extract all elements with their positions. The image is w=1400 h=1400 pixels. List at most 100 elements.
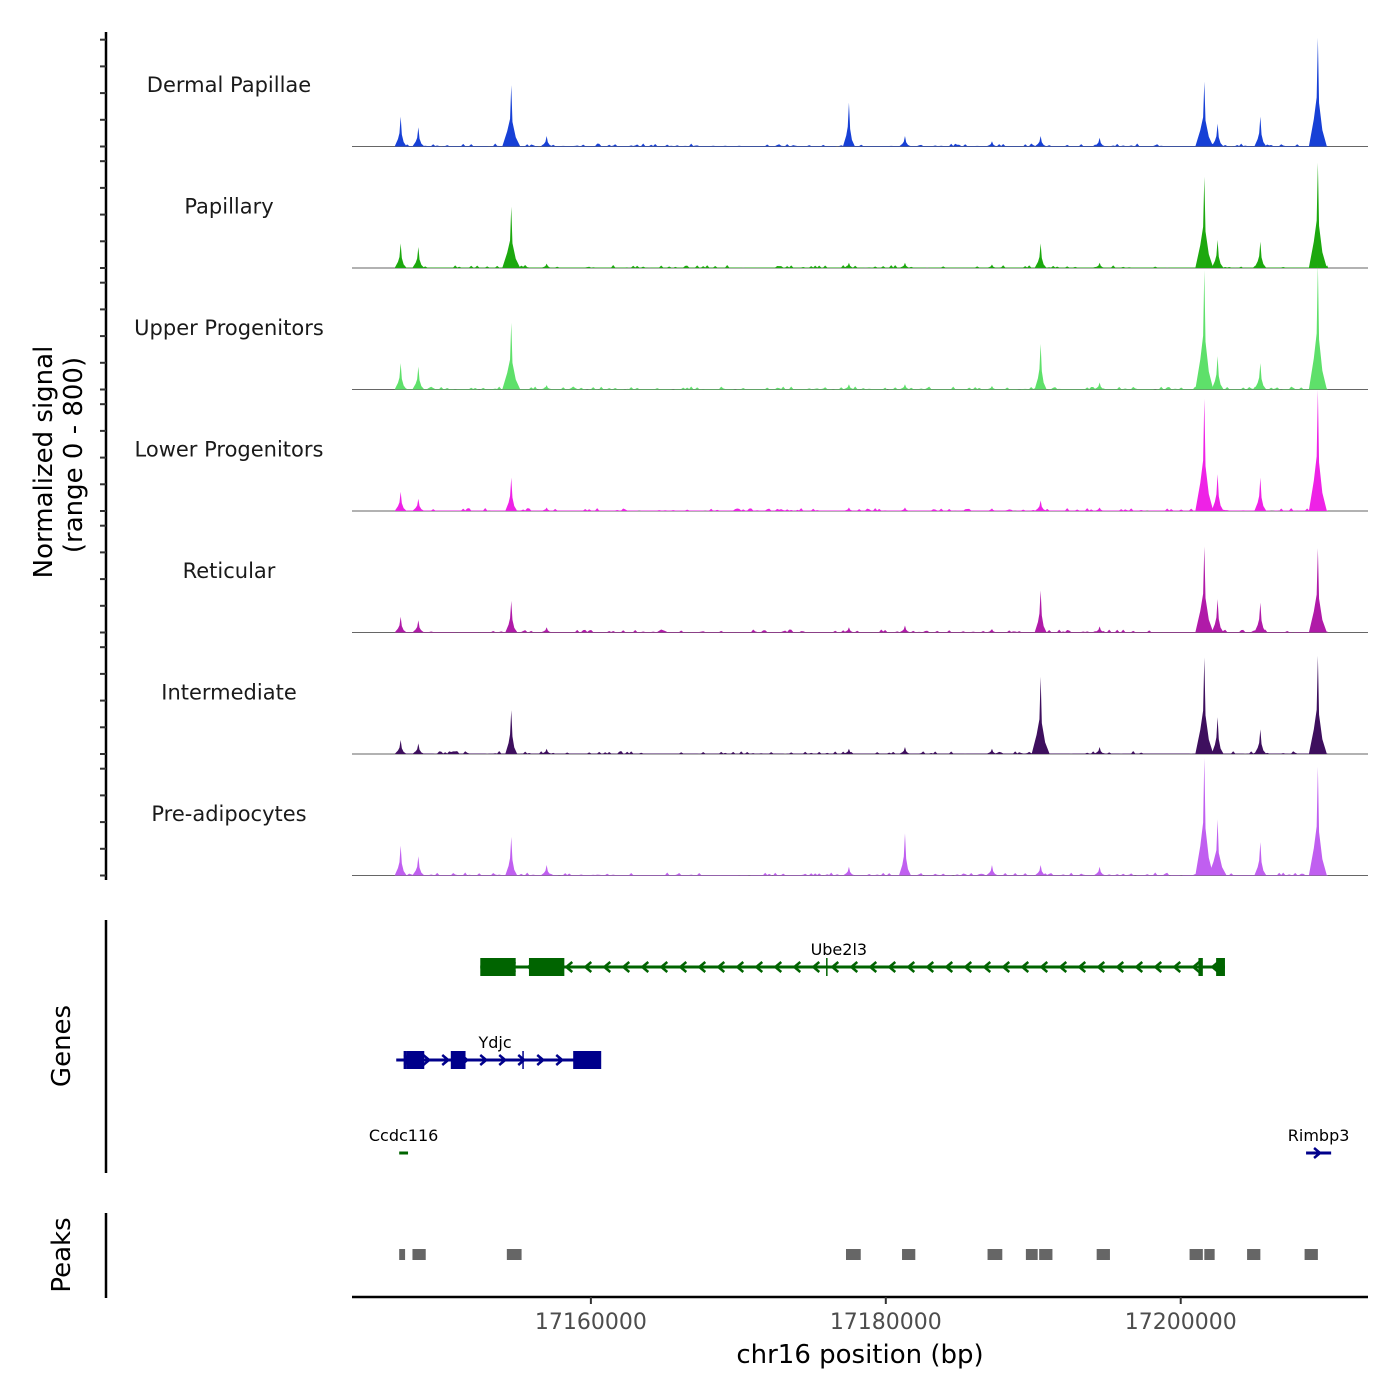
signal-peak: [1254, 363, 1267, 390]
signal-peak: [985, 264, 998, 268]
signal-noise-area: [399, 872, 1329, 876]
signal-peak: [842, 866, 855, 876]
strand-arrow-icon: [792, 961, 802, 973]
signal-axis-subtitle: (range 0 - 800): [59, 357, 89, 553]
gene-exon: [406, 1051, 425, 1069]
strand-arrow-icon: [498, 1054, 508, 1066]
signal-noise-area: [399, 629, 1329, 633]
signal-peak: [505, 836, 518, 876]
strand-arrow-icon: [621, 961, 631, 973]
track-papillary: Papillary: [184, 162, 1368, 269]
signal-peak: [1093, 746, 1106, 754]
strand-arrow-icon: [754, 961, 764, 973]
signal-peak: [1093, 866, 1106, 876]
strand-arrow-icon: [564, 961, 574, 973]
strand-arrow-icon: [1058, 961, 1068, 973]
strand-arrow-icon: [583, 961, 593, 973]
signal-peak: [1034, 500, 1047, 511]
signal-peak: [1034, 343, 1047, 390]
peak-region: [412, 1249, 426, 1260]
signal-peak: [898, 135, 911, 147]
strand-arrow-icon: [479, 1054, 489, 1066]
gene-rimbp3: Rimbp3: [1288, 1126, 1350, 1159]
strand-arrow-icon: [1153, 961, 1163, 973]
signal-peak: [1308, 548, 1327, 633]
gene-exon: [528, 958, 565, 976]
strand-arrow-icon: [1134, 961, 1144, 973]
signal-peak: [1093, 137, 1106, 147]
signal-peak: [1308, 264, 1327, 390]
signal-peak: [1308, 162, 1327, 268]
strand-arrow-icon: [536, 1054, 546, 1066]
signal-peak: [898, 746, 911, 754]
strand-arrow-icon: [441, 1054, 451, 1066]
gene-label: Ube2l3: [811, 940, 868, 959]
strand-arrow-icon: [1077, 961, 1087, 973]
gene-exon: [480, 958, 516, 976]
signal-peak: [985, 385, 998, 390]
signal-peak: [1195, 757, 1214, 876]
signal-peak: [505, 477, 518, 511]
gene-label: Ydjc: [477, 1033, 511, 1052]
x-axis-ticks: 17160000 17180000 17200000: [535, 1297, 1237, 1335]
signal-peak: [1093, 382, 1106, 390]
signal-peak: [842, 262, 855, 268]
strand-arrow-icon: [868, 961, 878, 973]
track-upper-progenitors: Upper Progenitors: [134, 264, 1368, 390]
peak-region: [1204, 1249, 1215, 1260]
gene-exon: [573, 1051, 602, 1069]
signal-peak: [842, 102, 855, 147]
signal-peak: [394, 243, 407, 268]
peaks-axis-title: Peaks: [47, 1217, 77, 1292]
signal-peak: [1034, 590, 1047, 633]
signal-peak: [898, 262, 911, 268]
signal-peak: [540, 748, 553, 754]
track-label: Dermal Papillae: [147, 73, 311, 97]
signal-peak: [412, 620, 425, 633]
track-label: Papillary: [184, 195, 273, 219]
strand-arrow-icon: [963, 961, 973, 973]
strand-arrow-icon: [887, 961, 897, 973]
signal-peak: [1195, 398, 1214, 511]
signal-peak: [1208, 819, 1227, 876]
signal-peak: [1093, 507, 1106, 511]
signal-peak: [1308, 655, 1327, 754]
signal-peak: [1254, 842, 1267, 876]
signal-peak: [1093, 262, 1106, 268]
signal-peak: [1034, 243, 1047, 268]
strand-arrow-icon: [735, 961, 745, 973]
signal-peak: [1031, 676, 1050, 754]
strand-arrow-icon: [659, 961, 669, 973]
track-pre-adipocytes: Pre-adipocytes: [151, 757, 1368, 876]
signal-tracks: Dermal Papillae Papillary Upper Progenitor…: [134, 37, 1368, 876]
peak-track: [399, 1249, 1318, 1260]
track-label: Reticular: [183, 559, 276, 583]
signal-peak: [394, 845, 407, 876]
signal-peak: [1093, 626, 1106, 633]
peak-region: [1247, 1249, 1261, 1260]
signal-peak: [985, 628, 998, 633]
signal-peak: [1211, 474, 1224, 511]
gene-exon: [403, 1051, 407, 1069]
signal-peak: [502, 322, 521, 390]
signal-peak: [412, 856, 425, 876]
signal-peak: [1211, 717, 1224, 754]
signal-peak: [394, 363, 407, 390]
signal-peak: [540, 864, 553, 876]
peak-region: [506, 1249, 522, 1260]
peak-region: [399, 1249, 406, 1260]
gene-label: Rimbp3: [1288, 1126, 1350, 1145]
strand-arrow-icon: [517, 1054, 527, 1066]
signal-peak: [1195, 657, 1214, 754]
strand-arrow-icon: [1001, 961, 1011, 973]
track-label: Intermediate: [161, 681, 297, 705]
gene-ube2l3: Ube2l3: [480, 940, 1225, 976]
signal-peak: [412, 127, 425, 147]
signal-peak: [394, 491, 407, 511]
gene-ccdc116: Ccdc116: [369, 1126, 438, 1155]
strand-arrow-icon: [555, 1054, 565, 1066]
signal-peak: [985, 748, 998, 754]
strand-arrow-icon: [773, 961, 783, 973]
strand-arrow-icon: [811, 961, 821, 973]
